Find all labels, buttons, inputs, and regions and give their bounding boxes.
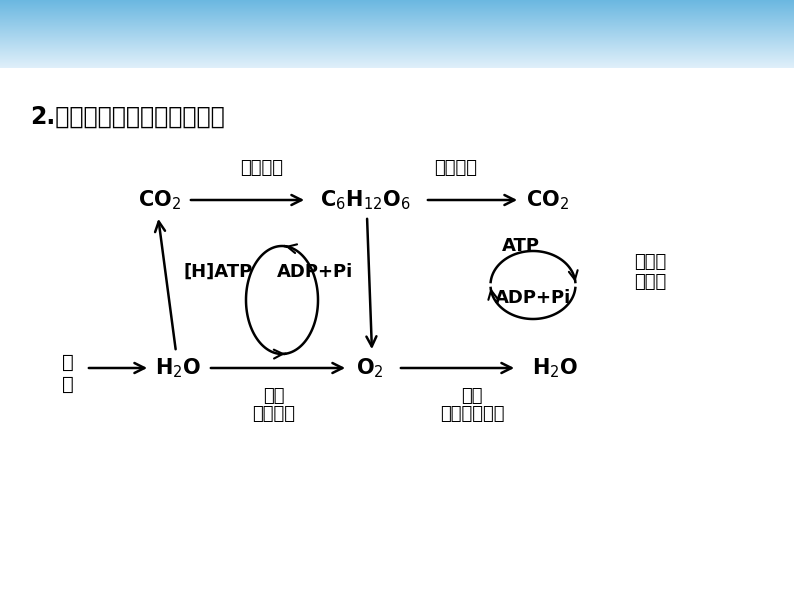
Bar — [0, 54, 794, 55]
Text: ADP+Pi: ADP+Pi — [495, 289, 571, 307]
Text: 吸收: 吸收 — [461, 387, 483, 405]
Bar — [0, 30, 794, 31]
Text: H$_2$O: H$_2$O — [155, 356, 201, 380]
Text: 释放: 释放 — [264, 387, 285, 405]
Bar — [0, 68, 794, 596]
Bar — [0, 49, 794, 50]
Bar — [0, 1, 794, 2]
Bar — [0, 52, 794, 53]
Bar — [0, 9, 794, 10]
Bar — [0, 61, 794, 62]
Bar — [0, 12, 794, 13]
Bar — [0, 37, 794, 38]
Text: 光
能: 光 能 — [62, 352, 74, 393]
Text: 光合作用: 光合作用 — [241, 159, 283, 177]
Bar — [0, 17, 794, 18]
Bar — [0, 5, 794, 6]
Bar — [0, 0, 794, 1]
Bar — [0, 51, 794, 52]
Text: ADP+Pi: ADP+Pi — [277, 263, 353, 281]
Bar — [0, 6, 794, 7]
Bar — [0, 45, 794, 46]
Bar — [0, 46, 794, 47]
Bar — [0, 26, 794, 27]
Text: C$_6$H$_{12}$O$_6$: C$_6$H$_{12}$O$_6$ — [320, 188, 410, 212]
Bar — [0, 36, 794, 37]
Bar — [0, 55, 794, 56]
Bar — [0, 35, 794, 36]
Bar — [0, 31, 794, 32]
Bar — [0, 19, 794, 20]
Bar — [0, 10, 794, 11]
Text: 有氧呼吸: 有氧呼吸 — [434, 159, 477, 177]
Text: ATP: ATP — [502, 237, 540, 255]
Bar — [0, 13, 794, 14]
Bar — [0, 42, 794, 43]
Bar — [0, 38, 794, 39]
Bar — [0, 11, 794, 12]
Text: H$_2$O: H$_2$O — [532, 356, 578, 380]
Text: 各项生
命活动: 各项生 命活动 — [634, 253, 666, 291]
Text: [H]ATP: [H]ATP — [183, 263, 252, 281]
Bar — [0, 65, 794, 66]
Bar — [0, 24, 794, 25]
Bar — [0, 21, 794, 22]
Bar — [0, 2, 794, 3]
Bar — [0, 64, 794, 65]
Bar — [0, 22, 794, 23]
Bar — [0, 48, 794, 49]
Text: 主要在线粒体: 主要在线粒体 — [440, 405, 504, 423]
Bar — [0, 57, 794, 58]
Bar — [0, 23, 794, 24]
Bar — [0, 20, 794, 21]
Bar — [0, 43, 794, 44]
Bar — [0, 27, 794, 28]
Bar — [0, 60, 794, 61]
Bar — [0, 29, 794, 30]
Bar — [0, 44, 794, 45]
Text: 2.光合作用与有氧呼吸的联系: 2.光合作用与有氧呼吸的联系 — [30, 105, 225, 129]
Bar — [0, 56, 794, 57]
Text: CO$_2$: CO$_2$ — [526, 188, 569, 212]
Bar — [0, 18, 794, 19]
Bar — [0, 58, 794, 59]
Bar — [0, 63, 794, 64]
Bar — [0, 40, 794, 41]
Bar — [0, 7, 794, 8]
Bar — [0, 14, 794, 15]
Bar — [0, 39, 794, 40]
Bar — [0, 59, 794, 60]
Text: 在叶绿体: 在叶绿体 — [252, 405, 295, 423]
Bar — [0, 32, 794, 33]
Bar — [0, 47, 794, 48]
Bar — [0, 25, 794, 26]
Bar — [0, 8, 794, 9]
Bar — [0, 4, 794, 5]
Bar — [0, 50, 794, 51]
Bar — [0, 53, 794, 54]
Bar — [0, 66, 794, 67]
Bar — [0, 15, 794, 16]
Bar — [0, 62, 794, 63]
Text: O$_2$: O$_2$ — [356, 356, 384, 380]
Bar — [0, 67, 794, 68]
Bar — [0, 28, 794, 29]
Bar — [0, 34, 794, 35]
Text: CO$_2$: CO$_2$ — [138, 188, 182, 212]
Bar — [0, 3, 794, 4]
Bar — [0, 16, 794, 17]
Bar — [0, 33, 794, 34]
Bar — [0, 41, 794, 42]
